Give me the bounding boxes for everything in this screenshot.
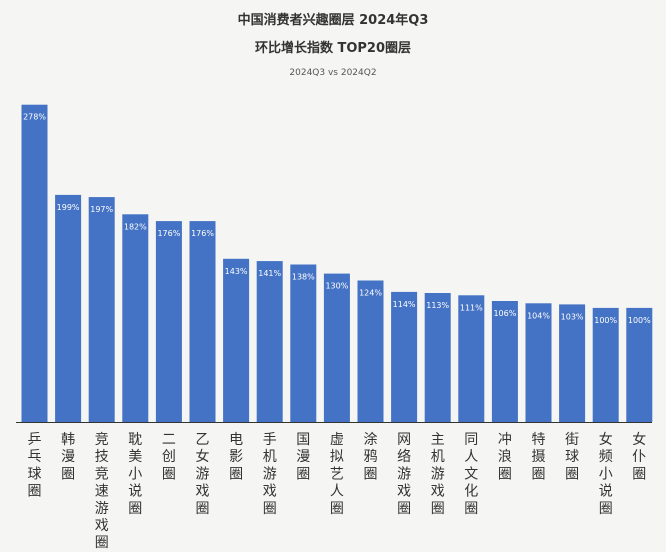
data-label: 176% xyxy=(157,229,180,238)
bar xyxy=(155,221,182,422)
category-label: 二创圈 xyxy=(162,432,176,482)
bar xyxy=(223,258,250,422)
category-label: 手机游戏圈 xyxy=(263,432,277,517)
category-label: 同人文化圈 xyxy=(464,432,478,517)
bar xyxy=(458,295,485,422)
bar xyxy=(592,307,619,422)
category-label: 国漫圈 xyxy=(296,432,310,482)
bar xyxy=(21,104,48,422)
category-label: 韩漫圈 xyxy=(61,432,75,482)
category-label: 电影圈 xyxy=(229,432,243,482)
data-label: 176% xyxy=(191,229,214,238)
data-label: 124% xyxy=(359,289,382,298)
chart-title: 中国消费者兴趣圈层 2024年Q3 xyxy=(237,13,429,28)
data-label: 100% xyxy=(628,316,651,325)
data-label: 278% xyxy=(23,113,46,122)
bar xyxy=(189,221,216,422)
category-label: 网络游戏圈 xyxy=(397,432,411,517)
category-label: 虚拟艺人圈 xyxy=(330,432,344,517)
category-label: 涂鸦圈 xyxy=(364,432,378,482)
bar xyxy=(55,194,82,422)
bar xyxy=(323,273,350,422)
data-label: 104% xyxy=(527,311,550,320)
category-label: 乙女游戏圈 xyxy=(196,432,210,517)
category-label: 街球圈 xyxy=(565,432,579,482)
data-label: 138% xyxy=(292,273,315,282)
data-label: 114% xyxy=(393,300,416,309)
bar xyxy=(626,307,653,422)
bar xyxy=(525,303,552,422)
chart-subtitle: 环比增长指数 TOP20圈层 xyxy=(254,41,412,56)
data-label: 141% xyxy=(258,269,281,278)
bar xyxy=(559,304,586,422)
category-label: 主机游戏圈 xyxy=(431,432,445,517)
bar xyxy=(357,280,384,422)
data-label: 103% xyxy=(561,312,584,321)
category-label: 女频小说圈 xyxy=(599,431,613,517)
data-label: 106% xyxy=(493,309,516,318)
bar xyxy=(491,301,518,422)
category-label: 特摄圈 xyxy=(532,432,546,482)
data-label: 197% xyxy=(90,205,113,214)
data-label: 182% xyxy=(124,222,147,231)
category-label: 乒乓球圈 xyxy=(28,432,42,500)
bar xyxy=(424,293,451,422)
category-label: 女仆圈 xyxy=(632,431,646,482)
data-label: 100% xyxy=(594,316,617,325)
chart-note: 2024Q3 vs 2024Q2 xyxy=(289,68,377,78)
data-label: 111% xyxy=(460,303,483,312)
data-label: 113% xyxy=(426,301,449,310)
bar xyxy=(391,291,418,422)
category-label: 耽美小说圈 xyxy=(128,432,142,517)
data-label: 143% xyxy=(225,267,248,276)
bar xyxy=(88,197,115,422)
bar xyxy=(290,264,317,422)
category-label: 冲浪圈 xyxy=(498,432,512,482)
bar xyxy=(256,261,283,422)
data-label: 130% xyxy=(325,282,348,291)
category-label: 竞技竞速游戏圈 xyxy=(95,431,109,551)
data-label: 199% xyxy=(57,203,80,212)
bar xyxy=(122,214,149,422)
